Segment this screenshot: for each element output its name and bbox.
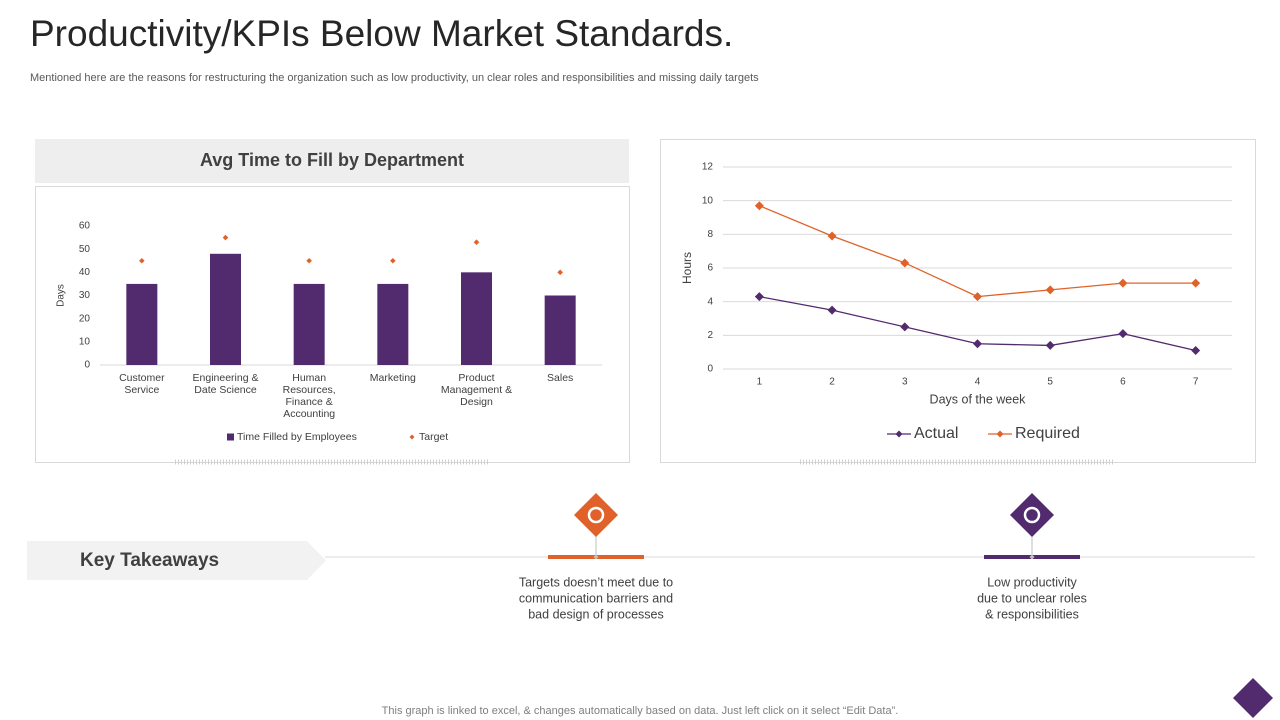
target-marker bbox=[306, 257, 312, 264]
takeaway-text: communication barriers and bbox=[519, 591, 673, 605]
y-tick-label: 4 bbox=[707, 296, 713, 307]
target-marker bbox=[390, 257, 396, 264]
bar bbox=[461, 272, 492, 365]
takeaway-text: Targets doesn’t meet due to bbox=[519, 575, 673, 589]
point bbox=[1045, 340, 1055, 350]
slide-title: Productivity/KPIs Below Market Standards… bbox=[30, 13, 733, 54]
point bbox=[1118, 329, 1128, 339]
target-marker bbox=[557, 269, 563, 276]
point bbox=[1045, 285, 1055, 295]
icon-glyph bbox=[587, 506, 605, 524]
takeaway-text: Low productivity bbox=[987, 575, 1077, 589]
x-tick-label: 4 bbox=[975, 377, 981, 388]
takeaway-text: bad design of processes bbox=[528, 607, 664, 621]
chart-frame bbox=[660, 139, 1256, 463]
y-tick-label: 50 bbox=[79, 244, 91, 255]
x-tick-label: 6 bbox=[1120, 377, 1126, 388]
decor-diamond bbox=[1233, 678, 1273, 718]
target-marker bbox=[473, 239, 480, 246]
chart-title: Avg Time to Fill by Department bbox=[200, 150, 464, 170]
y-tick-label: 60 bbox=[79, 221, 91, 232]
target-marker bbox=[139, 257, 145, 264]
legend-swatch bbox=[895, 430, 903, 438]
x-tick-label: Engineering & Date Science bbox=[193, 372, 259, 396]
legend-label: Required bbox=[1015, 425, 1080, 442]
y-tick-label: 30 bbox=[79, 290, 91, 301]
takeaway-icon bbox=[1010, 493, 1054, 537]
takeaway-icon bbox=[574, 493, 618, 537]
point bbox=[1191, 345, 1201, 355]
x-tick-label: 5 bbox=[1047, 377, 1053, 388]
chart-frame bbox=[35, 186, 630, 463]
point bbox=[973, 292, 982, 302]
x-tick-label: Product Management & Design bbox=[441, 372, 512, 408]
x-tick-label: 7 bbox=[1193, 377, 1199, 388]
point bbox=[900, 322, 910, 332]
legend-label: Actual bbox=[914, 425, 958, 442]
x-tick-label: 1 bbox=[757, 377, 763, 388]
x-axis-label: Days of the week bbox=[930, 392, 1027, 406]
chart-header bbox=[35, 139, 629, 183]
y-tick-label: 10 bbox=[79, 336, 91, 347]
point bbox=[827, 231, 837, 241]
point bbox=[754, 201, 764, 211]
legend-label: Time Filled by Employees bbox=[237, 431, 357, 443]
point bbox=[754, 292, 764, 302]
y-tick-label: 6 bbox=[707, 263, 713, 274]
x-tick-label: Sales bbox=[547, 372, 573, 384]
bar bbox=[210, 253, 241, 365]
x-tick-label: Human Resources, Finance & Accounting bbox=[283, 372, 336, 420]
y-axis-label: Days bbox=[56, 284, 67, 307]
bar bbox=[377, 283, 409, 365]
x-tick-label: Marketing bbox=[370, 372, 416, 384]
slide-subtitle: Mentioned here are the reasons for restr… bbox=[30, 72, 759, 84]
takeaway-label: Key Takeaways bbox=[80, 550, 219, 571]
point bbox=[900, 258, 910, 268]
bar bbox=[126, 283, 158, 365]
x-tick-label: 2 bbox=[829, 377, 835, 388]
point bbox=[827, 305, 837, 315]
point bbox=[973, 339, 982, 349]
point bbox=[1118, 278, 1128, 288]
legend-swatch bbox=[227, 433, 234, 441]
y-tick-label: 8 bbox=[707, 229, 713, 240]
point bbox=[1191, 278, 1201, 288]
y-tick-label: 12 bbox=[702, 162, 714, 173]
takeaway-text: & responsibilities bbox=[985, 607, 1079, 621]
bar bbox=[544, 295, 576, 365]
target-marker bbox=[222, 234, 229, 241]
legend-label: Target bbox=[419, 431, 448, 443]
legend-swatch bbox=[409, 434, 415, 440]
icon-glyph bbox=[1023, 506, 1041, 524]
takeaway-text: due to unclear roles bbox=[977, 591, 1087, 605]
y-tick-label: 0 bbox=[707, 364, 713, 375]
legend-swatch bbox=[996, 430, 1004, 438]
y-tick-label: 2 bbox=[707, 330, 713, 341]
x-tick-label: 3 bbox=[902, 377, 908, 388]
y-axis-label: Hours bbox=[680, 252, 694, 284]
y-tick-label: 40 bbox=[79, 267, 91, 278]
y-tick-label: 10 bbox=[702, 195, 714, 206]
takeaway-banner bbox=[27, 541, 326, 580]
footer: This graph is linked to excel, & changes… bbox=[382, 705, 899, 717]
x-tick-label: Customer Service bbox=[119, 372, 165, 396]
decor-dot bbox=[1029, 554, 1035, 560]
y-tick-label: 20 bbox=[79, 313, 91, 324]
y-tick-label: 0 bbox=[84, 360, 90, 371]
bar bbox=[293, 283, 325, 365]
decor-dot bbox=[593, 554, 599, 560]
